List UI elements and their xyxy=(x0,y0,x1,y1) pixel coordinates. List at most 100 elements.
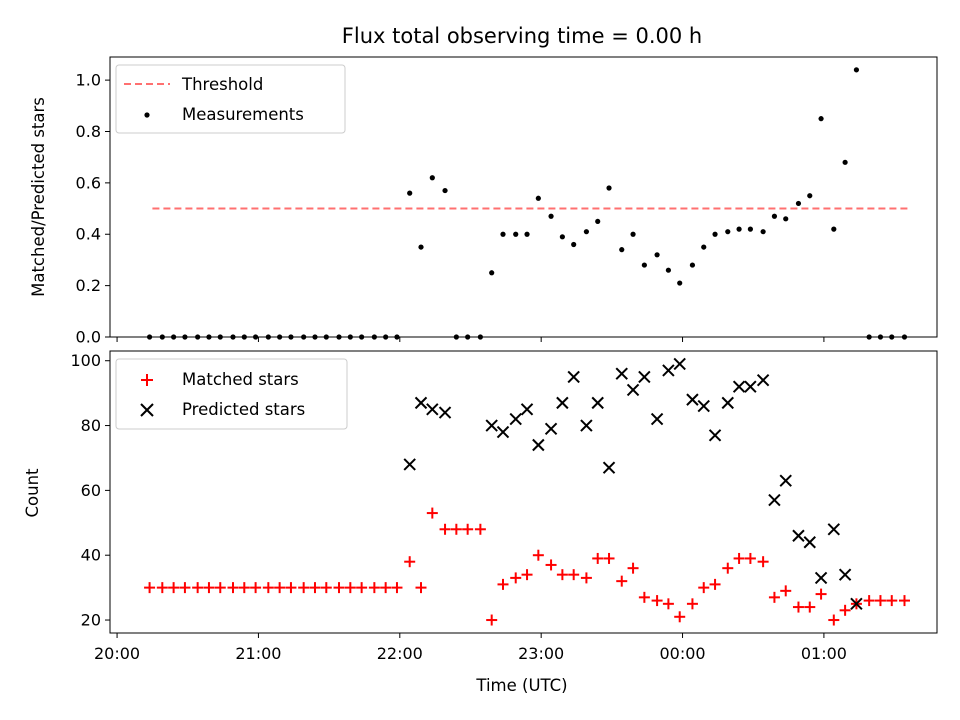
bottom-axes: 20 40 60 80 100 20:00 21:00 22:00 23:00 00:00 01:… xyxy=(23,350,938,695)
predicted-star-point xyxy=(426,403,439,416)
matched-star-point xyxy=(227,582,239,594)
predicted-star-point xyxy=(556,396,569,410)
matched-star-point xyxy=(556,569,568,581)
predicted-star-point xyxy=(544,422,558,436)
measurement-point xyxy=(654,252,660,258)
matched-star-point xyxy=(744,552,756,564)
matched-star-point xyxy=(638,591,650,603)
x-tick-label: 01:00 xyxy=(801,644,847,663)
matched-star-point xyxy=(521,569,533,581)
x-tick-label: 22:00 xyxy=(377,644,423,663)
predicted-star-point xyxy=(827,523,841,536)
matched-star-point xyxy=(804,601,816,613)
matched-star-point xyxy=(592,552,604,564)
predicted-star-point xyxy=(509,412,522,426)
predicted-star-point xyxy=(615,367,628,380)
matched-star-point xyxy=(568,569,580,581)
measurements-legend-label: Measurements xyxy=(182,105,304,124)
predicted-star-point xyxy=(792,529,805,542)
measurement-point xyxy=(795,200,802,207)
matched-star-point xyxy=(462,523,474,535)
matched-star-point xyxy=(698,582,710,594)
predicted-star-point xyxy=(532,438,545,452)
matched-star-point xyxy=(662,598,674,610)
matched-star-point xyxy=(757,556,769,568)
matched-star-point xyxy=(474,523,486,535)
matched-star-point xyxy=(439,523,451,535)
measurement-point xyxy=(583,229,590,235)
predicted-star-point xyxy=(721,396,734,410)
predicted-star-point xyxy=(602,461,616,474)
bottom-plot-marks xyxy=(144,357,910,626)
bottom-legend: Matched stars Predicted stars xyxy=(115,358,348,430)
top-y-ticks: 0.0 0.2 0.4 0.6 0.8 1.0 xyxy=(76,71,110,347)
predicted-star-point xyxy=(686,393,699,406)
measurement-point xyxy=(524,231,530,237)
y-tick-label: 80 xyxy=(81,416,101,435)
measurement-point xyxy=(783,216,789,222)
predicted-star-point xyxy=(580,419,593,432)
top-legend: Threshold Measurements xyxy=(115,64,346,134)
matched-star-point xyxy=(380,582,392,594)
matched-star-point xyxy=(874,595,886,607)
measurement-point xyxy=(630,231,636,237)
matched-star-point xyxy=(709,578,721,590)
matched-star-point xyxy=(545,559,557,571)
measurement-point xyxy=(689,262,696,268)
measurements-legend-marker xyxy=(144,112,150,118)
predicted-star-point xyxy=(403,458,416,471)
matched-star-point xyxy=(144,582,156,594)
bottom-y-ticks: 20 40 60 80 100 xyxy=(70,351,110,630)
predicted-star-point xyxy=(638,370,651,384)
measurement-point xyxy=(760,229,766,235)
measurement-point xyxy=(548,213,554,219)
matched-star-point xyxy=(333,582,345,594)
y-tick-label: 0.6 xyxy=(76,173,101,192)
predicted-star-point xyxy=(414,396,428,410)
matched-star-point xyxy=(214,582,226,594)
y-tick-label: 0.4 xyxy=(76,225,101,244)
measurement-point xyxy=(747,226,753,232)
matched-star-point xyxy=(415,582,427,594)
matched-star-point xyxy=(898,595,910,607)
matched-star-point xyxy=(686,598,698,610)
matched-star-point xyxy=(320,582,332,594)
matched-star-point xyxy=(298,582,310,594)
matched-star-point xyxy=(863,595,875,607)
bottom-legend-box xyxy=(115,358,348,430)
matched-star-point xyxy=(510,572,522,584)
predicted-star-point xyxy=(732,380,746,393)
matched-star-point xyxy=(426,507,438,519)
matched-star-point xyxy=(404,556,416,568)
bottom-x-ticks: 20:00 21:00 22:00 23:00 00:00 01:00 xyxy=(94,633,847,663)
matched-star-point xyxy=(722,562,734,574)
predicted-star-point xyxy=(814,571,828,585)
x-tick-label: 21:00 xyxy=(235,644,281,663)
measurement-point xyxy=(842,159,848,165)
y-tick-label: 100 xyxy=(70,351,101,370)
measurement-point xyxy=(818,116,824,122)
y-tick-label: 20 xyxy=(81,611,101,630)
predicted-star-point xyxy=(673,357,686,371)
top-x-ticks xyxy=(116,337,825,342)
matched-star-point xyxy=(450,523,462,535)
y-tick-label: 60 xyxy=(81,481,101,500)
predicted-star-point xyxy=(768,493,781,507)
y-tick-label: 0.8 xyxy=(76,122,101,141)
predicted-star-point xyxy=(803,536,816,549)
matched-star-point xyxy=(309,582,321,594)
matched-star-point xyxy=(274,582,286,594)
matched-star-point xyxy=(532,549,544,561)
predicted-star-point xyxy=(756,373,770,387)
y-tick-label: 40 xyxy=(81,546,101,565)
matched-star-point xyxy=(768,591,780,603)
x-tick-label: 00:00 xyxy=(659,644,705,663)
measurement-point xyxy=(853,67,860,73)
matched-star-point xyxy=(886,595,898,607)
measurement-point xyxy=(677,280,683,286)
predicted-star-point xyxy=(697,399,710,413)
matched-star-point xyxy=(156,582,168,594)
matched-star-point xyxy=(262,582,274,594)
matched-star-point xyxy=(651,595,663,607)
